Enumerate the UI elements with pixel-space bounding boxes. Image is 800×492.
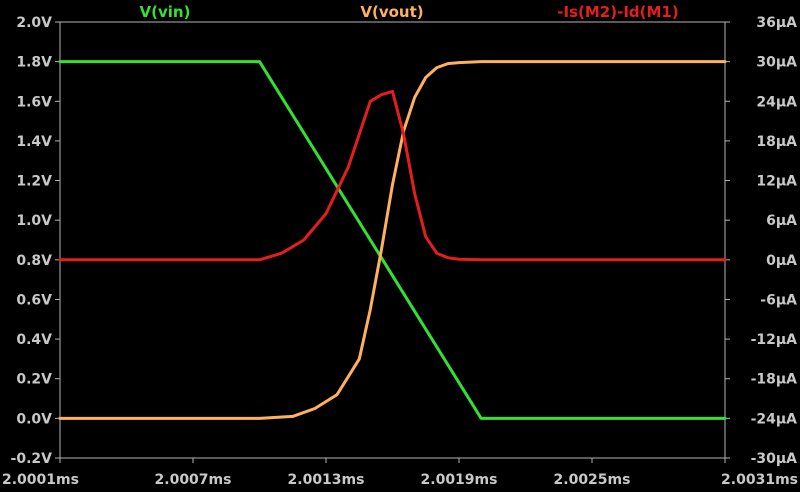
right-tick-label: 6µA: [766, 213, 797, 229]
legend-current[interactable]: -Is(M2)-Id(M1): [557, 3, 678, 21]
x-tick-label: 2.0031ms: [721, 472, 798, 488]
left-tick-label: 1.2V: [16, 174, 52, 190]
left-y-axis: -0.2V 0.0V 0.2V 0.4V 0.6V 0.8V 1.0V 1.2V 1.4V 1.6…: [11, 15, 60, 467]
left-tick-label: 0.8V: [16, 253, 52, 269]
left-tick-label: 0.6V: [16, 292, 52, 308]
x-tick-label: 2.0007ms: [155, 472, 232, 488]
trace-group: [58, 60, 727, 420]
right-tick-label: -18µA: [751, 372, 798, 388]
left-tick-label: 0.0V: [16, 411, 52, 427]
right-tick-label: 12µA: [756, 174, 797, 190]
x-axis: 2.0001ms 2.0007ms 2.0013ms 2.0019ms 2.0025ms…: [2, 458, 798, 488]
right-tick-label: -12µA: [751, 332, 798, 348]
left-tick-label: -0.2V: [11, 451, 53, 467]
right-tick-label: 24µA: [756, 94, 797, 110]
x-tick-label: 2.0001ms: [2, 472, 79, 488]
right-y-axis: -30µA -24µA -18µA -12µA -6µA 0µA 6µA 12µA 18µA 24…: [725, 15, 797, 467]
x-tick-label: 2.0019ms: [421, 472, 498, 488]
right-tick-label: -24µA: [751, 411, 798, 427]
left-tick-label: 0.4V: [16, 332, 52, 348]
left-tick-label: 1.6V: [16, 94, 52, 110]
left-tick-label: 2.0V: [16, 15, 52, 31]
current-trace: [58, 89, 727, 262]
left-tick-label: 0.2V: [16, 372, 52, 388]
plot-frame: [59, 21, 726, 459]
right-tick-label: 0µA: [766, 253, 797, 269]
x-tick-label: 2.0025ms: [554, 472, 631, 488]
right-tick-label: -6µA: [760, 292, 797, 308]
legend-vout[interactable]: V(vout): [360, 3, 423, 21]
right-tick-label: 30µA: [756, 55, 797, 71]
left-tick-label: 1.8V: [16, 55, 52, 71]
vin-trace: [58, 60, 727, 420]
x-tick-label: 2.0013ms: [288, 472, 365, 488]
left-tick-label: 1.4V: [16, 134, 52, 150]
legend-vin[interactable]: V(vin): [140, 3, 191, 21]
vout-trace: [58, 60, 727, 420]
right-tick-label: 36µA: [756, 15, 797, 31]
left-tick-label: 1.0V: [16, 213, 52, 229]
right-tick-label: 18µA: [756, 134, 797, 150]
right-tick-label: -30µA: [751, 451, 798, 467]
